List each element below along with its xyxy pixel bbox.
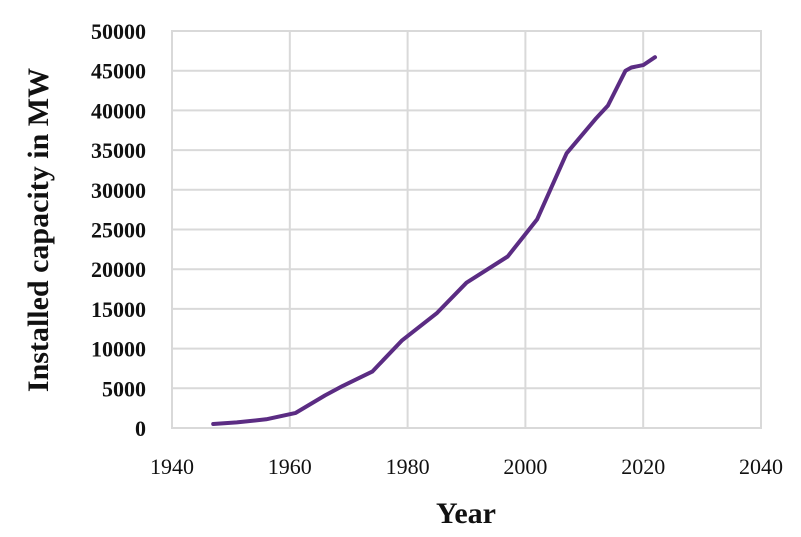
y-tick-label: 10000 [91,337,146,362]
x-tick-label: 1940 [150,454,194,479]
y-tick-label: 15000 [91,297,146,322]
y-tick-label: 25000 [91,218,146,243]
y-tick-label: 5000 [102,376,146,401]
plot-frame [171,30,762,429]
x-tick-label: 1980 [386,454,430,479]
x-axis-ticks: 1940 1960 1980 2000 2020 2040 [150,454,783,479]
y-tick-label: 30000 [91,178,146,203]
y-tick-label: 45000 [91,59,146,84]
y-tick-label: 35000 [91,138,146,163]
capacity-series-line [211,55,657,426]
x-tick-label: 2040 [739,454,783,479]
y-axis-ticks: 0 5000 10000 15000 20000 25000 30000 35000 40000… [91,19,146,441]
y-tick-label: 0 [135,416,146,441]
series-layer [211,55,657,426]
x-tick-label: 2020 [621,454,665,479]
y-tick-label: 40000 [91,98,146,123]
x-tick-label: 1960 [268,454,312,479]
x-tick-label: 2000 [503,454,547,479]
y-tick-label: 50000 [91,19,146,44]
y-tick-label: 20000 [91,257,146,282]
x-axis-title: Year [436,497,496,530]
grid-lines [171,30,762,429]
y-axis-title: Installed capacity in MW [22,68,55,392]
